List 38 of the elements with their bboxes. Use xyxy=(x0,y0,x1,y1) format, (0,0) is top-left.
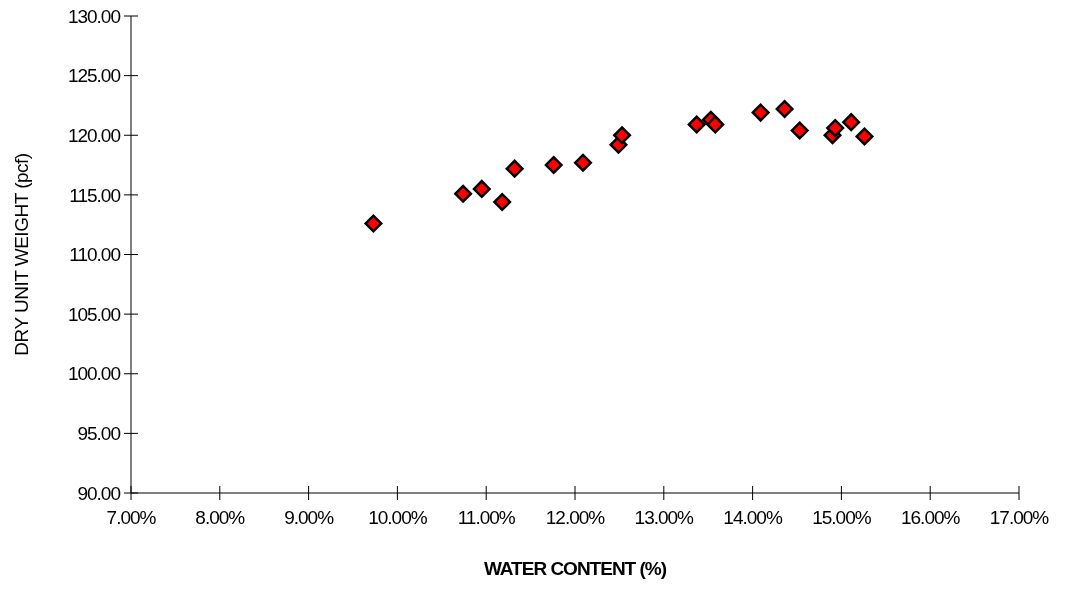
point xyxy=(826,119,845,138)
point xyxy=(790,121,809,140)
point xyxy=(454,184,473,203)
point xyxy=(364,214,383,233)
x-tick-label: 9.00% xyxy=(284,507,335,528)
point xyxy=(775,99,794,119)
y-tick-label: 90.00 xyxy=(77,482,121,504)
x-tick-label: 17.00% xyxy=(989,507,1050,528)
y-axis-title: DRY UNIT WEIGHT (pcf) xyxy=(11,153,32,356)
x-tick-label: 7.00% xyxy=(106,507,157,528)
x-tick-label: 12.00% xyxy=(545,507,606,528)
y-tick-label: 120.00 xyxy=(67,124,121,146)
x-tick-label: 11.00% xyxy=(457,507,516,528)
x-tick-label: 15.00% xyxy=(812,507,872,528)
y-tick-label: 105.00 xyxy=(67,303,121,325)
point xyxy=(493,193,512,212)
y-tick-label: 115.00 xyxy=(69,184,121,206)
y-tick-label: 100.00 xyxy=(67,363,121,385)
x-tick-label: 13.00% xyxy=(634,507,695,528)
point xyxy=(687,115,706,134)
point xyxy=(544,156,563,175)
point xyxy=(706,115,725,134)
x-tick-label: 14.00% xyxy=(723,507,783,528)
x-tick-label: 8.00% xyxy=(195,507,246,528)
point xyxy=(472,179,491,198)
point xyxy=(505,159,524,178)
point xyxy=(573,153,593,172)
y-tick-label: 95.00 xyxy=(77,423,121,445)
x-tick-label: 16.00% xyxy=(900,507,961,528)
y-tick-label: 125.00 xyxy=(67,65,121,87)
x-tick-label: 10.00% xyxy=(368,507,428,528)
point xyxy=(842,113,861,132)
point xyxy=(751,103,770,122)
y-tick-label: 110.00 xyxy=(69,244,121,266)
point xyxy=(855,127,874,146)
y-tick-label: 130.00 xyxy=(67,5,121,27)
point xyxy=(613,126,632,145)
x-axis-title: WATER CONTENT (%) xyxy=(483,558,667,579)
